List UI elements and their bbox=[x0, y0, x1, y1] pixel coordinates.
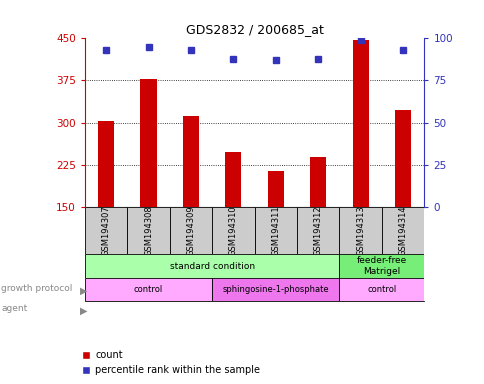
Bar bbox=[296, 207, 339, 254]
Bar bbox=[310, 157, 326, 207]
Bar bbox=[267, 171, 283, 207]
Text: GSM194307: GSM194307 bbox=[101, 205, 110, 256]
Bar bbox=[85, 278, 212, 301]
Bar bbox=[85, 254, 339, 278]
Bar bbox=[339, 207, 381, 254]
Bar bbox=[394, 109, 410, 207]
Text: GSM194312: GSM194312 bbox=[313, 205, 322, 256]
Text: GSM194311: GSM194311 bbox=[271, 205, 280, 256]
Bar bbox=[225, 152, 241, 207]
Legend: count, percentile rank within the sample: count, percentile rank within the sample bbox=[82, 351, 259, 375]
Text: GSM194310: GSM194310 bbox=[228, 205, 238, 256]
Bar bbox=[212, 207, 254, 254]
Bar bbox=[212, 278, 339, 301]
Bar bbox=[85, 207, 127, 254]
Text: GSM194313: GSM194313 bbox=[355, 205, 364, 256]
Text: ▶: ▶ bbox=[79, 285, 87, 295]
Text: GSM194308: GSM194308 bbox=[144, 205, 153, 256]
Bar bbox=[339, 254, 424, 278]
Bar bbox=[127, 207, 169, 254]
Bar bbox=[381, 207, 424, 254]
Text: ▶: ▶ bbox=[79, 305, 87, 315]
Bar bbox=[140, 79, 156, 207]
Text: growth protocol: growth protocol bbox=[1, 284, 73, 293]
Text: feeder-free
Matrigel: feeder-free Matrigel bbox=[356, 257, 406, 276]
Bar bbox=[352, 40, 368, 207]
Title: GDS2832 / 200685_at: GDS2832 / 200685_at bbox=[185, 23, 323, 36]
Text: sphingosine-1-phosphate: sphingosine-1-phosphate bbox=[222, 285, 329, 294]
Bar bbox=[169, 207, 212, 254]
Bar bbox=[339, 278, 424, 301]
Bar bbox=[98, 121, 114, 207]
Bar bbox=[182, 116, 198, 207]
Text: GSM194309: GSM194309 bbox=[186, 205, 195, 256]
Text: control: control bbox=[134, 285, 163, 294]
Text: GSM194314: GSM194314 bbox=[398, 205, 407, 256]
Text: agent: agent bbox=[1, 304, 28, 313]
Bar bbox=[254, 207, 296, 254]
Text: standard condition: standard condition bbox=[169, 262, 254, 271]
Text: control: control bbox=[366, 285, 396, 294]
